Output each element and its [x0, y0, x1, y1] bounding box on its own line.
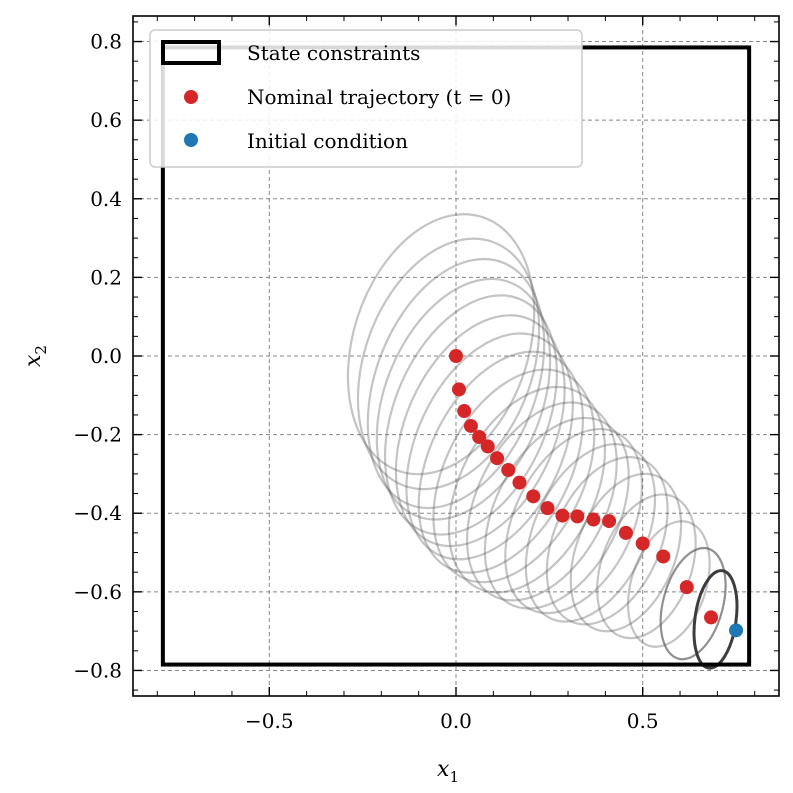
uncertainty-ellipse — [394, 314, 566, 548]
initial-condition-point — [729, 623, 744, 638]
y-tick-label: 0.4 — [90, 187, 122, 211]
trajectory-point — [472, 429, 487, 444]
legend-label-state-constraints: State constraints — [247, 41, 420, 65]
y-tick-label: −0.6 — [73, 580, 122, 604]
trajectory-point — [451, 382, 466, 397]
trajectory-point — [457, 404, 472, 419]
trajectory-point — [526, 489, 541, 504]
uncertainty-ellipse — [465, 401, 618, 602]
trajectory-point — [512, 475, 527, 490]
trajectory-point — [480, 439, 495, 454]
uncertainty-ellipse — [432, 368, 596, 584]
y-tick-label: −0.4 — [73, 501, 122, 525]
uncertainty-ellipse — [659, 546, 727, 661]
legend-label-nominal-trajectory: Nominal trajectory (t = 0) — [247, 85, 511, 109]
x-axis-label: x1 — [437, 757, 459, 786]
uncertainty-ellipse — [483, 416, 630, 610]
uncertainty-ellipse — [383, 294, 558, 536]
svg-text:x2: x2 — [21, 345, 50, 367]
trajectory-point — [555, 508, 570, 523]
legend-box-swatch — [161, 40, 221, 65]
y-axis-label: x2 — [21, 345, 50, 367]
legend-dot-initial — [184, 133, 198, 147]
uncertainty-ellipse — [356, 237, 541, 491]
y-tick-label: 0.8 — [90, 30, 122, 54]
x-tick-label: 0.0 — [440, 709, 472, 733]
trajectory-point — [635, 536, 650, 551]
x-tick-label: 0.5 — [627, 709, 659, 733]
plot-frame — [132, 15, 780, 697]
uncertainty-ellipse — [692, 569, 739, 670]
uncertainty-ellipse — [375, 277, 552, 521]
trajectory-point — [679, 580, 694, 595]
trajectory-point — [602, 514, 617, 529]
x-axis-label-main: x — [437, 757, 450, 782]
trajectory-point — [656, 549, 671, 564]
uncertainty-ellipse — [569, 472, 683, 633]
y-tick-label: −0.8 — [73, 658, 122, 682]
uncertainty-ellipse — [417, 350, 584, 574]
trajectory-point — [618, 525, 633, 540]
y-tick-label: 0.0 — [90, 344, 122, 368]
ticks — [133, 16, 779, 696]
legend-dot-nominal — [184, 90, 198, 104]
uncertainty-ellipse — [346, 213, 536, 476]
trajectory-point — [463, 418, 478, 433]
y-tick-label: 0.6 — [90, 108, 122, 132]
uncertainty-ellipse — [626, 520, 711, 648]
nominal-trajectory — [449, 349, 719, 625]
y-tick-label: 0.2 — [90, 265, 122, 289]
uncertainty-ellipses — [346, 213, 739, 670]
initial-condition — [729, 623, 744, 638]
tick-labels: −0.5 0.0 0.5 −0.8 −0.6 −0.4 −0.2 0.0 0.2 0.4 0.6 0.… — [73, 30, 658, 733]
trajectory-point — [570, 509, 585, 524]
trajectory-point — [586, 512, 601, 527]
trajectory-point — [501, 462, 516, 477]
y-axis-label-sub: 2 — [32, 345, 50, 355]
uncertainty-ellipse — [504, 427, 644, 615]
uncertainty-ellipse — [366, 257, 546, 510]
trajectory-point — [704, 610, 719, 625]
y-tick-label: −0.2 — [73, 423, 122, 447]
x-tick-label: −0.5 — [245, 709, 294, 733]
uncertainty-ellipse — [524, 443, 657, 623]
legend: State constraints Nominal trajectory (t … — [149, 29, 583, 168]
svg-text:x1: x1 — [437, 757, 459, 786]
trajectory-point — [449, 349, 463, 363]
x-axis-label-sub: 1 — [449, 768, 459, 786]
legend-frame — [149, 29, 583, 168]
legend-label-initial-condition: Initial condition — [247, 129, 408, 153]
trajectory-point — [540, 501, 555, 516]
y-axis-label-main: x — [21, 354, 46, 367]
trajectory-point — [490, 451, 505, 466]
uncertainty-ellipse — [405, 332, 574, 561]
